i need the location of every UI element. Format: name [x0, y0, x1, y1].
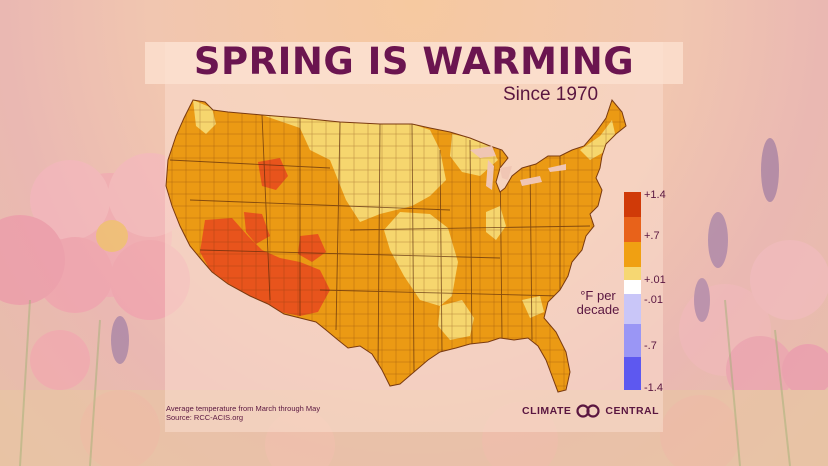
footer-note: Average temperature from March through M… — [166, 404, 321, 413]
legend-tick-label: -.01 — [644, 294, 663, 306]
page-subtitle: Since 1970 — [503, 84, 599, 105]
footer-source: Source: RCC-ACIS.org — [166, 413, 244, 422]
legend-segment-7 — [624, 324, 641, 357]
brand-name-right: CENTRAL — [605, 405, 660, 417]
legend-segment-8 — [624, 357, 641, 390]
legend-color-bar — [624, 192, 641, 390]
brand-name-left: CLIMATE — [522, 405, 572, 417]
great-lakes — [470, 146, 566, 190]
legend-segment-3 — [624, 242, 641, 267]
legend-segment-4 — [624, 267, 641, 280]
legend-segment-5 — [624, 280, 641, 294]
legend-segment-2 — [624, 217, 641, 242]
state-borders — [169, 114, 591, 373]
legend-segment-6 — [624, 294, 641, 324]
climate-central-logo-icon — [576, 404, 600, 418]
page-title: SPRING IS WARMING — [193, 40, 635, 83]
legend-tick-label: +.01 — [644, 274, 666, 286]
legend-segment-1 — [624, 192, 641, 217]
footer-notes: Average temperature from March through M… — [166, 404, 320, 422]
legend-tick-label: -1.4 — [644, 382, 663, 394]
legend-unit-line-2: decade — [576, 302, 620, 317]
brand-logo: CLIMATE CENTRAL — [522, 403, 659, 419]
legend-unit-line-1: °F per — [580, 288, 616, 303]
legend-unit-label: °F per decade — [568, 289, 628, 317]
legend-tick-label: +.7 — [644, 230, 660, 242]
legend-tick-label: -.7 — [644, 340, 657, 352]
title-band — [145, 42, 683, 84]
legend-tick-label: +1.4 — [644, 189, 666, 201]
